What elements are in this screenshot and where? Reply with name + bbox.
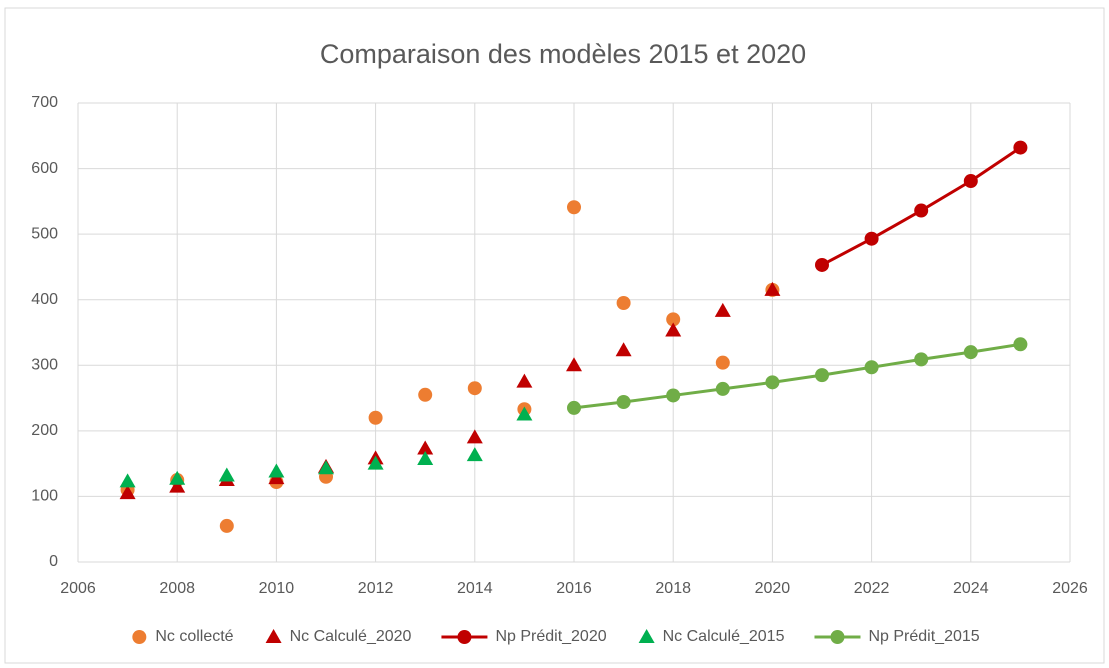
triangle-marker (466, 447, 483, 462)
x-tick-label: 2018 (655, 580, 691, 597)
legend-label: Np Prédit_2020 (495, 628, 606, 645)
circle-marker (616, 395, 631, 410)
circle-marker (815, 257, 829, 272)
circle-marker (368, 410, 383, 425)
circle-marker (715, 381, 730, 396)
x-tick-label: 2024 (953, 580, 989, 597)
legend-label: Nc Calculé_2015 (663, 628, 785, 645)
triangle-marker (516, 373, 533, 388)
triangle-marker (714, 302, 731, 317)
circle-marker (457, 630, 472, 644)
triangle-marker (417, 451, 434, 466)
legend-label: Nc collecté (155, 628, 233, 645)
y-tick-label: 200 (31, 422, 58, 439)
triangle-marker (169, 470, 186, 485)
triangle-marker (265, 629, 282, 643)
y-tick-label: 100 (31, 488, 58, 505)
legend-label: Np Prédit_2015 (868, 628, 979, 645)
triangle-marker (218, 467, 235, 482)
y-tick-label: 700 (31, 94, 58, 111)
x-tick-label: 2010 (259, 580, 295, 597)
x-tick-label: 2020 (755, 580, 791, 597)
circle-marker (567, 200, 581, 215)
triangle-marker (318, 460, 334, 475)
x-tick-label: 2006 (60, 580, 96, 597)
triangle-marker (615, 342, 632, 357)
chart-frame (4, 7, 1105, 664)
triangle-marker (516, 406, 533, 421)
y-tick-label: 500 (31, 225, 58, 242)
circle-marker (765, 375, 780, 390)
circle-marker (914, 203, 929, 218)
circle-marker (1013, 337, 1028, 352)
x-tick-label: 2026 (1052, 580, 1088, 597)
y-tick-label: 400 (31, 291, 58, 308)
x-tick-label: 2022 (854, 580, 890, 597)
x-tick-label: 2014 (457, 580, 493, 597)
triangle-marker (367, 455, 384, 470)
chart-title: Comparaison des modèles 2015 et 2020 (320, 39, 806, 69)
circle-marker (815, 368, 829, 383)
circle-marker (132, 630, 147, 644)
circle-marker (666, 388, 681, 403)
circle-marker (864, 360, 879, 375)
triangle-marker (417, 440, 434, 455)
legend-label: Nc Calculé_2020 (290, 628, 412, 645)
circle-marker (219, 518, 234, 533)
circle-marker (1013, 140, 1028, 155)
circle-marker (418, 387, 433, 402)
triangle-marker (764, 281, 781, 296)
y-tick-label: 0 (49, 553, 58, 570)
circle-marker (567, 400, 581, 415)
circle-marker (864, 231, 879, 246)
circle-marker (616, 295, 631, 310)
triangle-marker (119, 473, 136, 488)
circle-marker (963, 345, 978, 360)
x-tick-label: 2016 (556, 580, 592, 597)
circle-marker (467, 381, 482, 396)
legend: Nc collecté Nc Calculé_2020 Np Prédit_2020… (132, 628, 980, 645)
circle-marker (963, 174, 978, 189)
circle-marker (830, 630, 845, 644)
circle-marker (715, 355, 730, 370)
y-tick-label: 300 (31, 357, 58, 374)
circle-marker (666, 312, 681, 327)
circle-marker (914, 352, 929, 367)
triangle-marker (638, 629, 655, 643)
x-tick-label: 2008 (159, 580, 195, 597)
triangle-marker (466, 429, 483, 444)
triangle-marker (566, 357, 582, 372)
x-tick-label: 2012 (358, 580, 394, 597)
triangle-marker (268, 463, 285, 478)
triangle-marker (665, 322, 682, 337)
y-tick-label: 600 (31, 160, 58, 177)
triangle-marker (169, 478, 186, 493)
series-line (573, 342, 1021, 410)
triangle-marker (119, 485, 136, 500)
